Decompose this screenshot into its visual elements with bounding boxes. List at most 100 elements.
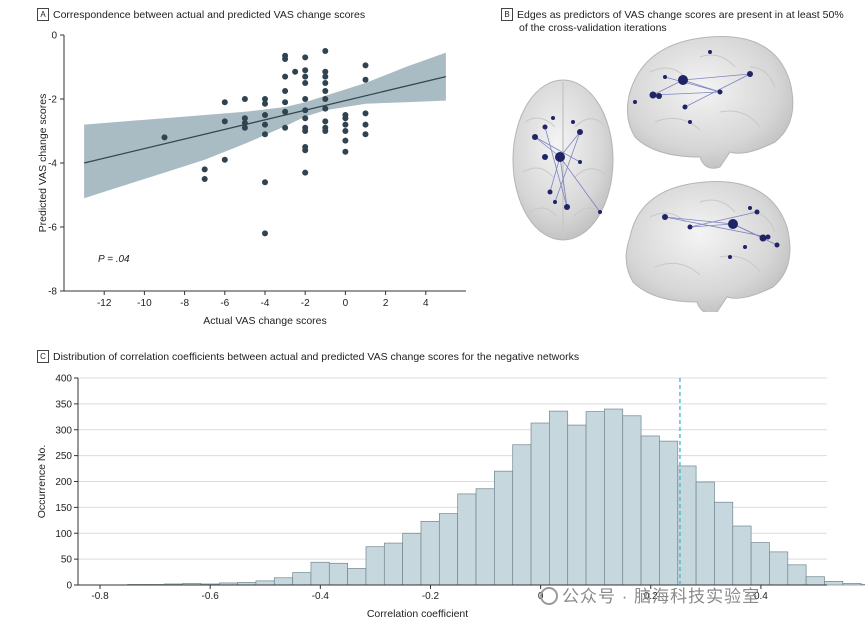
x-tick-label: -6 — [220, 298, 229, 309]
scatter-point — [302, 80, 309, 86]
scatter-point — [241, 124, 248, 131]
panel-a-title: A Correspondence between actual and predi… — [37, 8, 365, 21]
scatter-point — [282, 108, 289, 115]
histogram-bar — [604, 408, 624, 586]
histogram-bar — [347, 568, 367, 586]
scatter-point — [262, 131, 268, 138]
x-tick-label: -0.2 — [422, 591, 440, 602]
scatter-point — [292, 68, 299, 75]
panel-b-letter: B — [501, 8, 513, 21]
y-tick-label: 300 — [55, 425, 72, 436]
scatter-point — [342, 148, 349, 155]
scatter-point — [241, 115, 248, 122]
watermark: 公众号 · 脑海科技实验室 — [540, 582, 760, 607]
histogram-bar — [365, 546, 385, 586]
y-tick-label: -4 — [48, 159, 57, 170]
histogram-bar — [310, 561, 330, 586]
scatter-point — [221, 156, 228, 163]
histogram-bar — [273, 577, 293, 586]
scatter-point — [262, 121, 268, 128]
x-tick-label: -0.4 — [312, 591, 330, 602]
scatter-point — [282, 99, 289, 106]
scatter-point — [282, 88, 289, 94]
scatter-point — [362, 131, 369, 138]
histogram-bar — [824, 581, 844, 586]
scatter-point — [362, 121, 369, 128]
y-tick-label: 50 — [61, 555, 73, 566]
scatter-point — [362, 62, 369, 69]
scatter-point — [302, 147, 309, 154]
scatter-point — [161, 134, 168, 141]
histogram-bar — [769, 551, 789, 586]
histogram-bar — [237, 582, 257, 586]
histogram-bar — [530, 422, 550, 586]
scatter-point — [302, 107, 309, 114]
histogram-bar — [585, 411, 605, 586]
scatter-plot-area — [64, 35, 466, 291]
scatter-point — [322, 48, 329, 54]
scatter-point — [282, 56, 289, 62]
histogram-bar — [182, 583, 202, 586]
panel-b-title: B Edges as predictors of VAS change score… — [501, 8, 844, 35]
scatter-point — [262, 179, 268, 186]
scatter-point — [322, 80, 329, 86]
scatter-point — [302, 54, 309, 61]
histogram-bar — [640, 435, 660, 586]
scatter-point — [262, 112, 268, 118]
scatter-point — [302, 96, 309, 102]
scatter-point — [362, 110, 369, 117]
x-tick-label: 0 — [343, 298, 349, 309]
scatter-point — [322, 68, 329, 75]
histogram-bar — [677, 465, 697, 586]
histogram-bar — [292, 572, 312, 586]
scatter-p-value: P = .04 — [98, 254, 130, 265]
brain-lateral-view-lower — [625, 181, 791, 312]
x-tick-label: 2 — [383, 298, 389, 309]
scatter-point — [221, 118, 228, 125]
scatter-point — [302, 115, 309, 122]
scatter-point — [342, 121, 349, 128]
scatter-point — [322, 118, 329, 125]
histogram-bar — [420, 520, 440, 586]
scatter-point — [322, 105, 329, 112]
panel-b-title-line2: of the cross-validation iterations — [519, 22, 667, 34]
histogram-bar — [218, 582, 238, 586]
scatter-point — [241, 120, 248, 126]
histogram-bar — [695, 481, 715, 586]
histogram-bar — [622, 415, 642, 586]
histogram-bar — [494, 470, 514, 586]
scatter-point — [262, 100, 268, 107]
panel-c-letter: C — [37, 350, 49, 363]
brain-axial-view — [512, 79, 614, 241]
panel-c-title: C Distribution of correlation coefficient… — [37, 350, 579, 363]
brain-lateral-view-upper — [626, 36, 794, 169]
histogram-bar — [127, 584, 147, 586]
histogram-bar — [200, 583, 220, 586]
x-tick-label: -8 — [180, 298, 189, 309]
y-tick-label: 350 — [55, 399, 72, 410]
histogram-bar — [438, 513, 459, 586]
histogram-bar — [512, 444, 532, 586]
histogram-bar — [549, 410, 569, 586]
y-tick-label: 0 — [66, 581, 72, 592]
scatter-point — [282, 124, 289, 131]
panel-a-title-text: Correspondence between actual and predic… — [53, 9, 366, 21]
y-axis-label: Predicted VAS change scores — [37, 94, 49, 233]
x-tick-label: -0.8 — [91, 591, 109, 602]
x-tick-label: -12 — [97, 298, 112, 309]
scatter-point — [302, 124, 309, 131]
scatter-point — [302, 169, 309, 176]
histogram-bar — [567, 424, 587, 586]
histogram-bar — [659, 440, 679, 586]
y-axis-label: Occurrence No. — [36, 445, 48, 519]
scatter-point — [322, 73, 329, 80]
y-tick-label: 0 — [51, 31, 57, 42]
histogram-bar — [255, 580, 275, 586]
histogram-bar — [750, 542, 770, 586]
scatter-point — [302, 144, 309, 150]
histogram-bar — [842, 583, 862, 586]
panel-a-letter: A — [37, 8, 49, 21]
x-tick-label: -2 — [301, 298, 310, 309]
scatter-point — [282, 73, 289, 80]
histogram-bar — [732, 525, 752, 586]
